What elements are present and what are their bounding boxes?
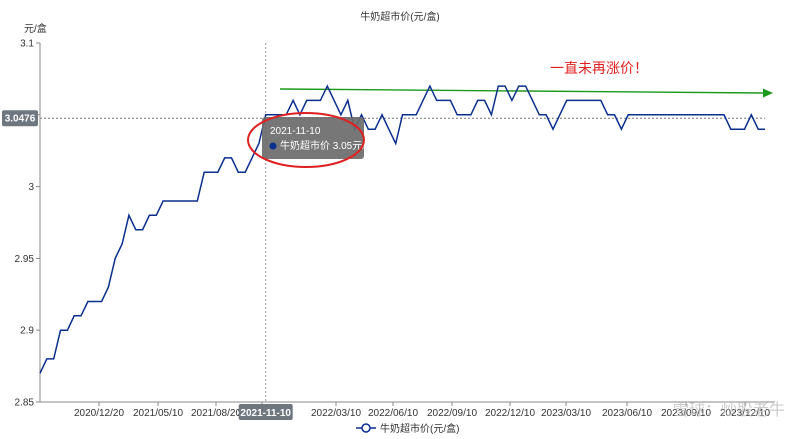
tooltip-date: 2021-11-10 bbox=[270, 126, 321, 137]
legend[interactable]: 牛奶超市价(元/盒) bbox=[356, 422, 459, 435]
chart-title: 牛奶超市价(元/盒) bbox=[360, 10, 439, 23]
x-tick-label: 2023/06/10 bbox=[602, 408, 652, 419]
watermark: 雪球：炒股老牛 bbox=[673, 401, 785, 419]
series-group bbox=[39, 84, 765, 374]
tooltip-series-marker bbox=[269, 142, 277, 150]
y-tick-label: 2.9 bbox=[20, 326, 34, 337]
crosshair-y-pointer-label: 3.0476 bbox=[5, 114, 36, 125]
x-axis-ticks: 2020/12/202021/05/102021/08/202021/11/10… bbox=[74, 402, 770, 419]
x-tick-label: 2023/03/10 bbox=[541, 408, 591, 419]
y-axis-unit-label: 元/盒 bbox=[24, 22, 47, 35]
tooltip: 2021-11-10 牛奶超市价 3.05元/盒 bbox=[262, 117, 375, 159]
annotation-circle bbox=[247, 112, 365, 168]
tooltip-series-value: 牛奶超市价 3.05元/盒 bbox=[280, 139, 375, 152]
crosshair-x-pointer: 2021-11-10 bbox=[238, 404, 293, 420]
plot-area bbox=[39, 43, 775, 403]
crosshair-x-pointer-bg bbox=[238, 404, 293, 420]
y-tick-label: 3.1 bbox=[20, 39, 34, 50]
x-tick-label: 2023/09/10 bbox=[661, 408, 711, 419]
x-tick-label: 2022/12/10 bbox=[485, 408, 535, 419]
x-tick-label: 2023/12/10 bbox=[720, 408, 770, 419]
x-tick-label: 2022/09/10 bbox=[427, 408, 477, 419]
y-tick-label: 2.85 bbox=[15, 398, 35, 409]
x-tick-label: 2022/03/10 bbox=[311, 408, 361, 419]
legend-label: 牛奶超市价(元/盒) bbox=[380, 422, 459, 435]
tooltip-background bbox=[262, 117, 364, 159]
x-tick-label: 2022/06/10 bbox=[368, 408, 418, 419]
crosshair-y-pointer-bg bbox=[2, 110, 38, 127]
crosshair-x-pointer-label: 2021-11-10 bbox=[240, 408, 291, 419]
y-tick-label: 2.95 bbox=[15, 254, 35, 265]
x-tick-label: 2021/08/20 bbox=[191, 408, 241, 419]
legend-marker-icon bbox=[361, 423, 371, 433]
x-tick-label: 2021/05/10 bbox=[133, 408, 183, 419]
x-tick-label: 2020/12/20 bbox=[74, 408, 124, 419]
annotation-text: 一直未再涨价！ bbox=[550, 60, 648, 76]
series-line bbox=[39, 84, 765, 374]
y-tick-label: 3 bbox=[28, 182, 34, 193]
crosshair-y-pointer: 3.0476 bbox=[2, 110, 38, 127]
annotation-arrow bbox=[279, 88, 765, 94]
annotation-arrow-head bbox=[763, 88, 773, 98]
